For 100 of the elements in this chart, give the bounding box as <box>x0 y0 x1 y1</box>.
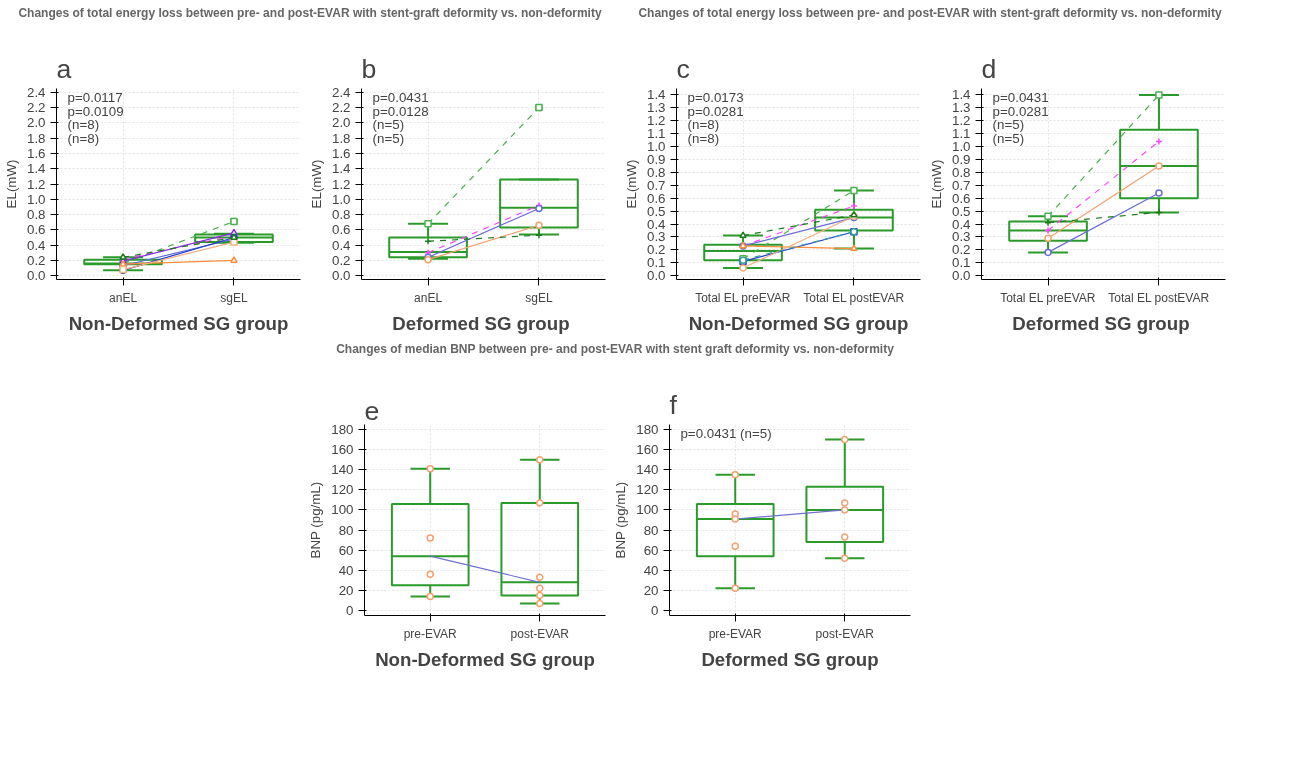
y-tick-label: 0.1 <box>646 255 666 271</box>
y-tick-label: 120 <box>636 482 659 498</box>
y-tick-label: 0.6 <box>646 190 666 206</box>
x-axis-title: Non-Deformed SG group <box>688 312 909 334</box>
y-tick-label: 0.3 <box>646 229 666 245</box>
annotation: (n=5) <box>372 117 405 133</box>
y-tick-label: 0.4 <box>646 216 667 232</box>
y-tick-label: 0.4 <box>951 216 972 232</box>
y-tick-label: 0.5 <box>951 203 971 219</box>
y-axis-title: BNP (pg/mL) <box>613 481 629 559</box>
y-tick-label: 0.8 <box>331 207 351 223</box>
x-axis-title: Deformed SG group <box>392 312 570 334</box>
y-tick-label: 0.4 <box>26 237 47 253</box>
annotation: (n=8) <box>687 117 720 133</box>
y-tick-label: 0.7 <box>646 177 666 193</box>
chart-title: e <box>364 395 380 426</box>
y-tick-label: 1.4 <box>331 161 352 177</box>
chart-title: d <box>981 53 997 84</box>
x-axis-title: Deformed SG group <box>1012 312 1190 334</box>
y-axis-title: EL(mW) <box>928 159 944 209</box>
annotation: p=0.0431 <box>992 90 1049 106</box>
y-tick-label: 0.2 <box>331 252 351 268</box>
y-tick-label: 0.6 <box>26 222 46 238</box>
y-tick-label: 1.3 <box>646 100 666 116</box>
x-tick-label: post-EVAR <box>815 626 875 641</box>
y-tick-label: 0.0 <box>646 268 666 284</box>
annotation: (n=5) <box>992 130 1025 146</box>
y-tick-label: 60 <box>643 542 659 558</box>
y-tick-label: 0.2 <box>951 242 971 258</box>
y-tick-label: 0.2 <box>26 252 46 268</box>
y-tick-label: 20 <box>338 582 354 598</box>
chart-title: b <box>361 53 377 84</box>
y-tick-label: 80 <box>643 522 659 538</box>
x-tick-label: Total EL postEVAR <box>1108 290 1210 305</box>
y-tick-label: 160 <box>636 442 659 458</box>
y-tick-label: 1.3 <box>951 100 971 116</box>
y-tick-label: 60 <box>338 542 354 558</box>
y-tick-label: 1.2 <box>26 176 46 192</box>
y-tick-label: 0.2 <box>646 242 666 258</box>
y-tick-label: 0.4 <box>331 237 352 253</box>
y-tick-label: 1.6 <box>331 145 351 161</box>
y-tick-label: 0.0 <box>26 268 46 284</box>
y-tick-label: 0.6 <box>331 222 351 238</box>
y-axis-title: EL(mW) <box>308 159 324 209</box>
annotation: (n=8) <box>687 130 720 146</box>
y-axis-title: EL(mW) <box>3 159 19 209</box>
y-tick-label: 2.0 <box>331 115 351 131</box>
x-tick-label: Total EL preEVAR <box>1000 290 1096 305</box>
y-tick-label: 1.8 <box>331 130 351 146</box>
y-tick-label: 1.1 <box>951 126 971 142</box>
x-tick-label: anEL <box>414 290 443 305</box>
y-axis-title: EL(mW) <box>623 159 639 209</box>
y-tick-label: 1.1 <box>646 126 666 142</box>
y-tick-label: 160 <box>331 442 354 458</box>
chart-subtitle: Changes of total energy loss between pre- and post-EVAR with stent-graft deformity vs. non-deformity <box>638 5 1222 22</box>
y-tick-label: 0.6 <box>951 190 971 206</box>
annotation: p=0.0117 <box>67 90 123 106</box>
y-tick-label: 1.0 <box>26 191 46 207</box>
y-tick-label: 140 <box>636 462 659 478</box>
y-tick-label: 1.2 <box>951 113 971 129</box>
annotation: p=0.0431 (n=5) <box>680 426 772 442</box>
annotation: (n=8) <box>67 130 100 146</box>
x-axis-title: Non-Deformed SG group <box>68 312 289 334</box>
y-tick-label: 40 <box>338 562 354 578</box>
y-tick-label: 0.8 <box>951 164 971 180</box>
y-tick-label: 2.2 <box>26 100 46 116</box>
y-tick-label: 1.4 <box>646 87 667 103</box>
y-tick-label: 0.7 <box>951 177 971 193</box>
y-tick-label: 0.3 <box>951 229 971 245</box>
x-tick-label: Total EL postEVAR <box>803 290 905 305</box>
x-tick-label: Total EL preEVAR <box>695 290 791 305</box>
x-tick-label: anEL <box>109 290 138 305</box>
y-tick-label: 2.4 <box>26 84 47 100</box>
annotation: (n=5) <box>372 130 405 146</box>
y-tick-label: 100 <box>636 502 659 518</box>
y-tick-label: 100 <box>331 502 354 518</box>
y-tick-label: 1.0 <box>331 191 351 207</box>
y-tick-label: 0 <box>651 602 659 618</box>
chart-title: f <box>669 389 678 420</box>
chart-subtitle: Changes of total energy loss between pre- and post-EVAR with stent-graft deformity vs. non-deformity <box>18 5 602 22</box>
x-axis-title: Non-Deformed SG group <box>375 648 595 670</box>
y-tick-label: 0.8 <box>26 207 46 223</box>
annotation: p=0.0431 <box>372 90 429 106</box>
x-tick-label: pre-EVAR <box>403 626 458 641</box>
y-tick-label: 0.1 <box>951 255 971 271</box>
y-tick-label: 0 <box>346 602 354 618</box>
y-tick-label: 1.8 <box>26 130 46 146</box>
y-tick-label: 2.0 <box>26 115 46 131</box>
y-tick-label: 40 <box>643 562 659 578</box>
y-tick-label: 1.2 <box>646 113 666 129</box>
y-tick-label: 120 <box>331 482 354 498</box>
y-tick-label: 0.0 <box>951 268 971 284</box>
y-tick-label: 2.2 <box>331 100 351 116</box>
chart-subtitle: Changes of median BNP between pre- and post-EVAR with stent graft deformity vs. non-deformity <box>336 341 894 358</box>
annotation: (n=8) <box>67 117 100 133</box>
y-tick-label: 2.4 <box>331 84 352 100</box>
y-tick-label: 80 <box>338 522 354 538</box>
x-tick-label: sgEL <box>220 290 248 305</box>
y-tick-label: 0.5 <box>646 203 666 219</box>
x-tick-label: post-EVAR <box>510 626 570 641</box>
